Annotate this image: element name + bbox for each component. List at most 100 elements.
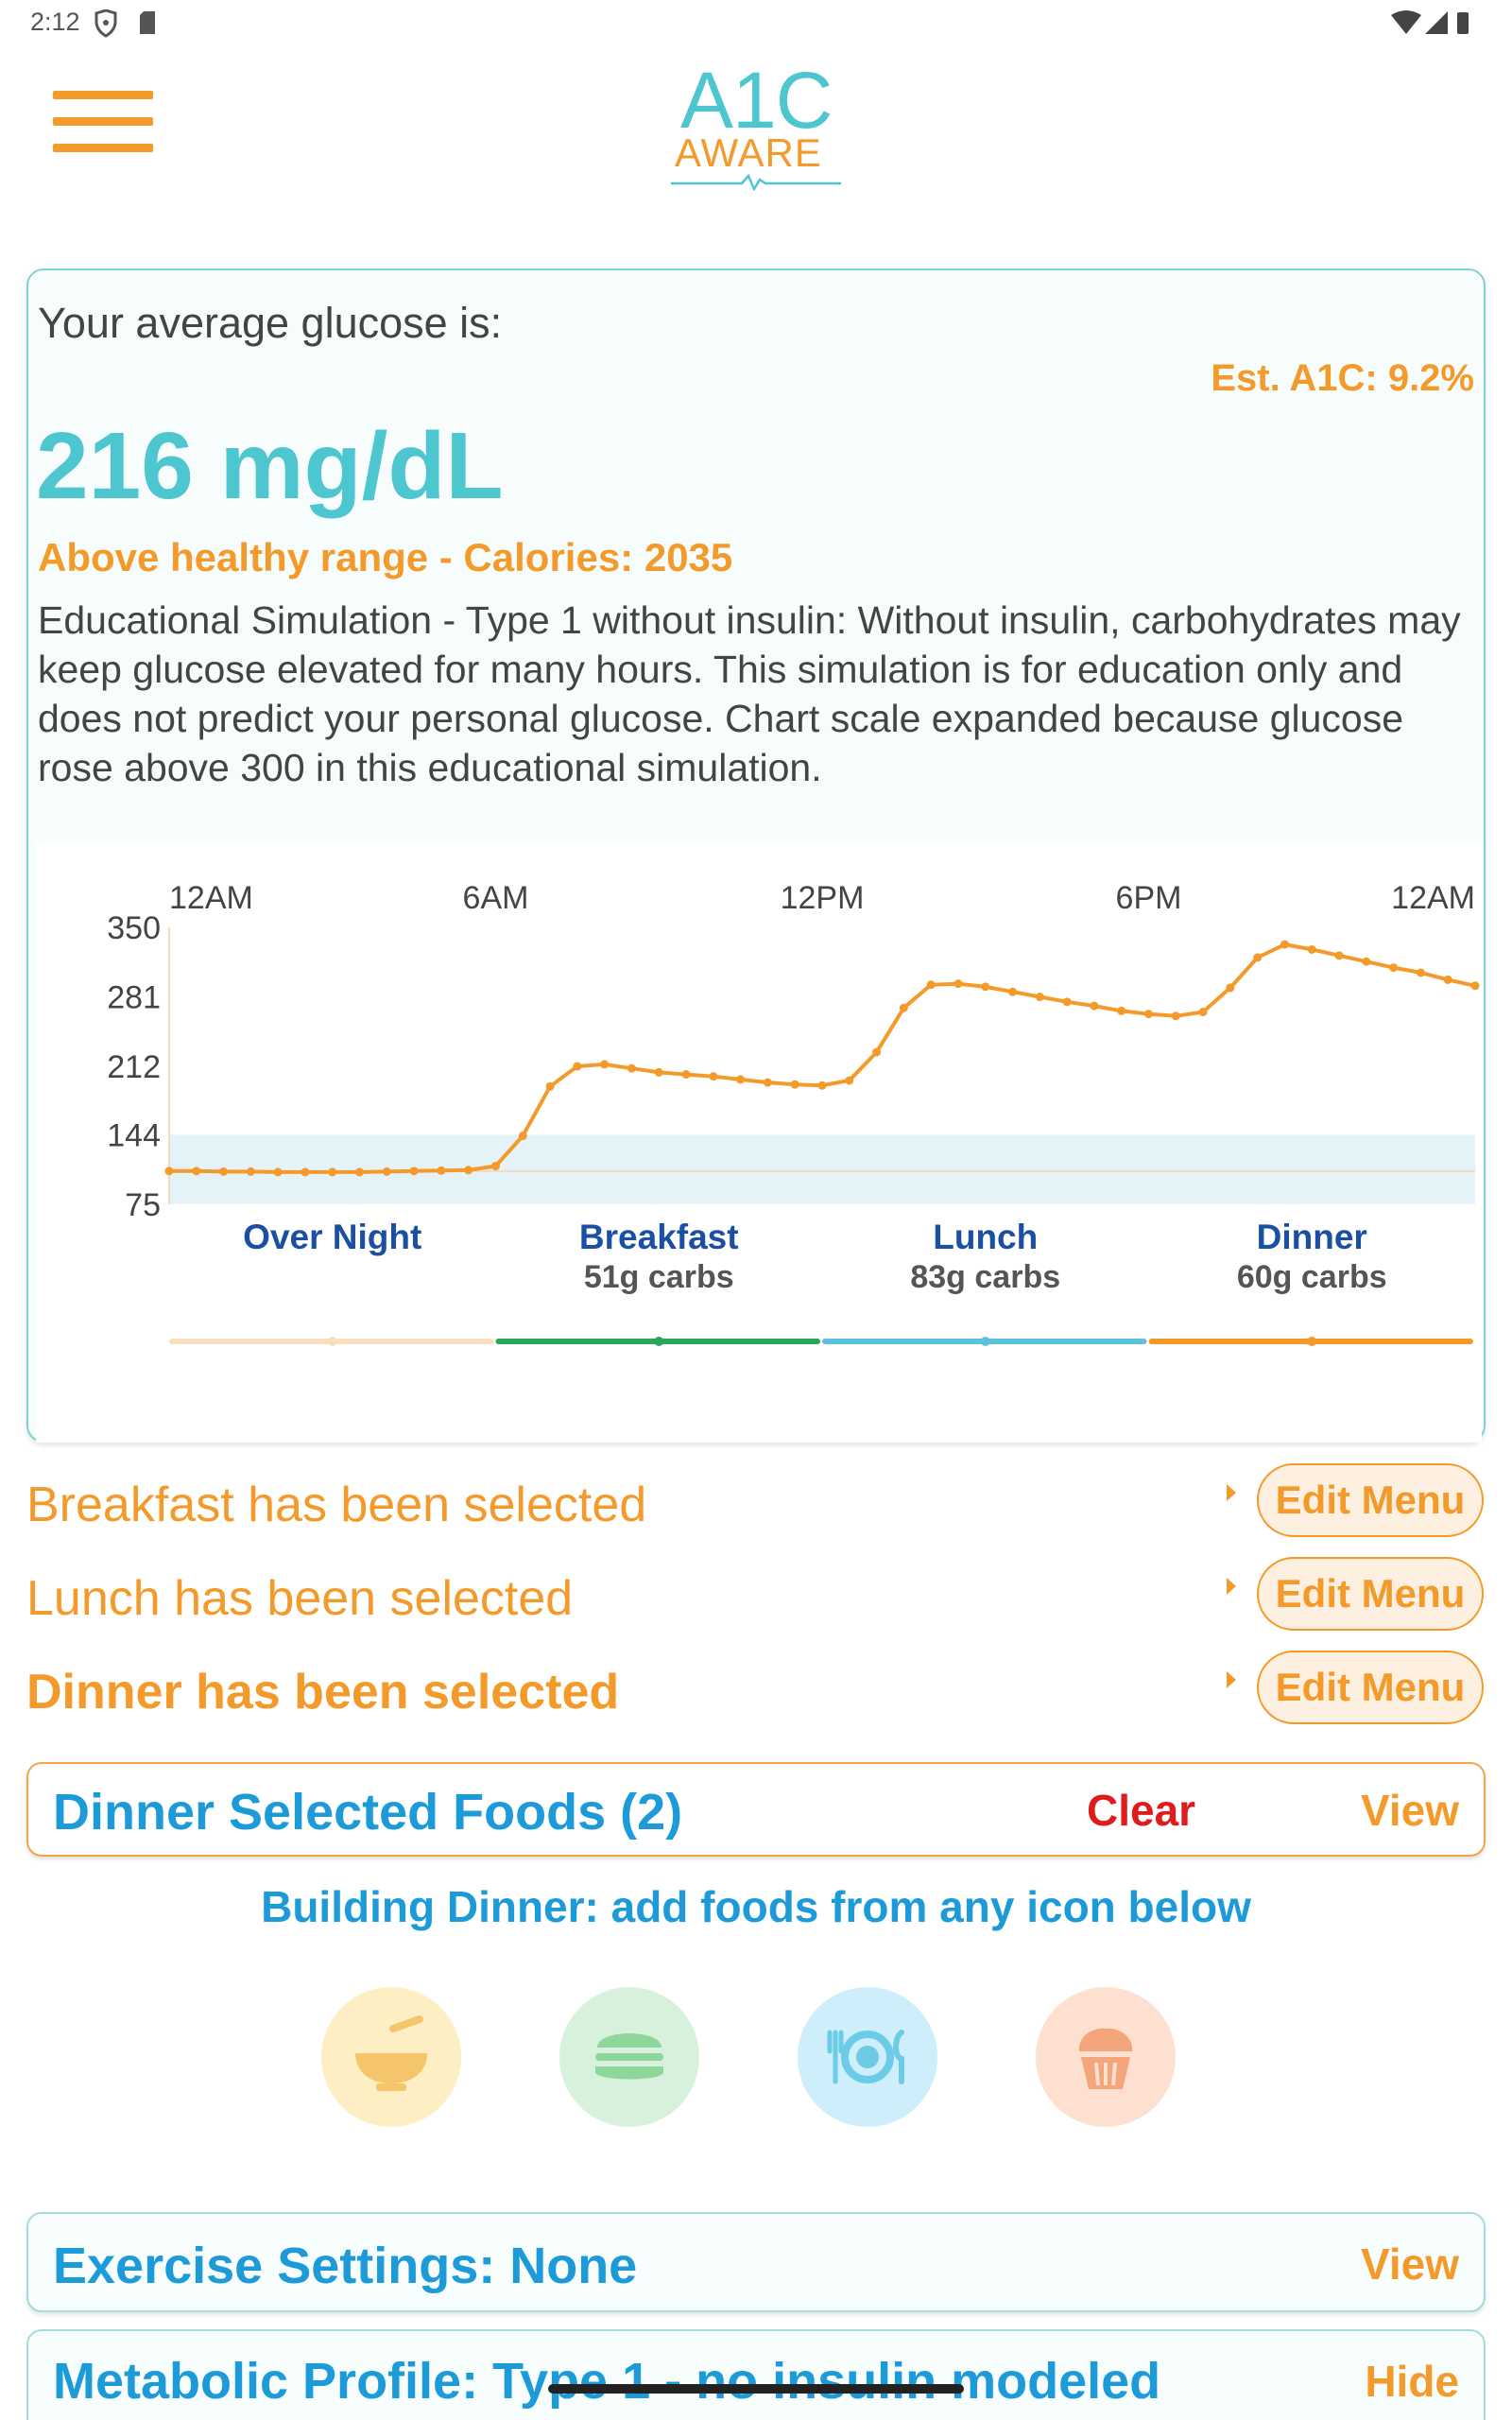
glucose-data-point: [1280, 940, 1289, 949]
period-timeline-dot: [980, 1337, 990, 1346]
glucose-data-point: [899, 1003, 908, 1012]
meal-row-breakfast: Breakfast has been selected Edit Menu: [26, 1463, 1486, 1548]
glucose-data-point: [573, 1062, 582, 1071]
y-tick-label: 212: [107, 1049, 161, 1085]
period-timeline-dot: [327, 1337, 337, 1346]
clear-button[interactable]: Clear: [1087, 1786, 1196, 1835]
metabolic-hide-button[interactable]: Hide: [1365, 2357, 1459, 2406]
glucose-data-point: [1253, 953, 1263, 962]
status-notification-icons: [93, 9, 168, 43]
y-tick-label: 144: [107, 1117, 161, 1153]
glucose-data-point: [164, 1167, 174, 1176]
y-tick-label: 281: [107, 980, 161, 1016]
x-tick-label: 12AM: [169, 880, 253, 916]
meal-row-dinner: Dinner has been selected Edit Menu: [26, 1651, 1486, 1736]
healthy-range-band: [169, 1134, 1475, 1204]
glucose-data-point: [192, 1167, 201, 1176]
view-button[interactable]: View: [1361, 1786, 1459, 1835]
glucose-data-point: [1443, 975, 1452, 984]
glucose-data-point: [681, 1070, 691, 1080]
est-a1c-value: Est. A1C: 9.2%: [1211, 357, 1474, 399]
y-tick-label: 75: [125, 1187, 161, 1223]
caret-right-icon: [1227, 1578, 1236, 1595]
glucose-data-point: [1117, 1006, 1126, 1015]
glucose-data-point: [926, 980, 936, 990]
glucose-data-point: [437, 1166, 446, 1175]
burger-icon[interactable]: [559, 1987, 699, 2127]
exercise-settings-title: Exercise Settings: None: [53, 2238, 638, 2294]
status-system-icons: [1389, 9, 1484, 43]
glucose-data-point: [954, 979, 963, 989]
y-tick-label: 350: [107, 910, 161, 946]
glucose-chart: 350 281 212 144 75 12AM 6AM 12PM 6PM 12AM Over Nig…: [36, 842, 1482, 1443]
glucose-data-point: [273, 1167, 283, 1177]
glucose-data-point: [328, 1167, 337, 1177]
cupcake-icon[interactable]: [1036, 1987, 1176, 2127]
hamburger-menu-icon[interactable]: [49, 91, 155, 157]
period-timeline-dot: [654, 1337, 664, 1346]
glucose-chart-svg: 350 281 212 144 75 12AM 6AM 12PM 6PM 12AM Over Nig…: [107, 880, 1480, 1346]
selected-foods-title: Dinner Selected Foods (2): [53, 1784, 683, 1841]
x-tick-label: 6AM: [463, 880, 529, 916]
glucose-data-point: [246, 1167, 255, 1176]
glucose-data-point: [981, 982, 990, 992]
glucose-data-point: [1226, 983, 1235, 993]
edit-menu-button-lunch[interactable]: Edit Menu: [1257, 1557, 1484, 1631]
glucose-data-point: [301, 1167, 310, 1177]
signal-icon: [1425, 11, 1448, 34]
glucose-data-point: [464, 1166, 473, 1175]
period-timeline-dot: [1307, 1337, 1317, 1346]
glucose-data-point: [790, 1080, 799, 1089]
metabolic-profile-card[interactable]: Metabolic Profile: Type 1 - no insulin m…: [26, 2329, 1486, 2420]
average-glucose-value: 216 mg/dL: [36, 413, 504, 519]
glucose-data-point: [872, 1047, 882, 1057]
glucose-data-point: [1334, 951, 1344, 960]
glucose-data-point: [1008, 987, 1018, 996]
meal-carbs-label: 51g carbs: [584, 1259, 734, 1295]
meal-status-text: Dinner has been selected: [26, 1665, 620, 1720]
glucose-data-point: [545, 1081, 555, 1091]
simulation-description: Educational Simulation - Type 1 without …: [38, 598, 1461, 789]
glucose-summary-card: Your average glucose is: Est. A1C: 9.2% …: [26, 268, 1486, 1443]
edit-menu-button-dinner[interactable]: Edit Menu: [1257, 1651, 1484, 1724]
average-glucose-label: Your average glucose is:: [38, 299, 503, 347]
glucose-data-point: [1171, 1011, 1180, 1021]
logo-aware: AWARE: [675, 130, 822, 175]
bowl-icon[interactable]: [321, 1987, 461, 2127]
sd-card-icon: [140, 11, 155, 34]
glucose-data-point: [1090, 1001, 1099, 1011]
glucose-data-point: [1389, 963, 1399, 973]
exercise-settings-card[interactable]: Exercise Settings: None View: [26, 2212, 1486, 2312]
glucose-data-point: [736, 1075, 746, 1084]
x-tick-label: 12AM: [1391, 880, 1475, 916]
gesture-nav-handle[interactable]: [548, 2384, 964, 2394]
glucose-data-point: [518, 1132, 527, 1141]
meal-status-text: Lunch has been selected: [26, 1571, 574, 1626]
glucose-data-point: [817, 1080, 827, 1090]
glucose-data-point: [1470, 981, 1480, 991]
caret-right-icon: [1227, 1671, 1236, 1688]
glucose-data-point: [219, 1167, 229, 1176]
glucose-data-point: [600, 1060, 610, 1069]
wifi-icon: [1391, 10, 1421, 34]
edit-menu-button-breakfast[interactable]: Edit Menu: [1257, 1463, 1484, 1537]
logo-a1c: A1C: [680, 56, 833, 145]
x-tick-label: 6PM: [1116, 880, 1182, 916]
dinner-selected-foods-card[interactable]: Dinner Selected Foods (2) Clear View: [26, 1762, 1486, 1857]
meal-period-label: Breakfast: [579, 1218, 739, 1256]
glucose-data-point: [409, 1167, 419, 1176]
glucose-data-point: [1035, 993, 1044, 1002]
range-calories-note: Above healthy range - Calories: 2035: [38, 535, 733, 579]
glucose-data-point: [845, 1076, 854, 1085]
meal-carbs-label: 60g carbs: [1237, 1259, 1387, 1295]
glucose-data-point: [654, 1067, 663, 1077]
metabolic-profile-title: Metabolic Profile: Type 1 - no insulin m…: [53, 2353, 1161, 2410]
app-logo: A1C AWARE: [652, 55, 860, 191]
building-dinner-note: Building Dinner: add foods from any icon…: [261, 1882, 1251, 1931]
glucose-data-point: [1307, 944, 1316, 954]
exercise-view-button[interactable]: View: [1361, 2239, 1459, 2289]
plate-icon[interactable]: [798, 1987, 937, 2127]
meal-row-lunch: Lunch has been selected Edit Menu: [26, 1557, 1486, 1642]
glucose-data-point: [627, 1063, 636, 1073]
meal-carbs-label: 83g carbs: [910, 1259, 1060, 1295]
